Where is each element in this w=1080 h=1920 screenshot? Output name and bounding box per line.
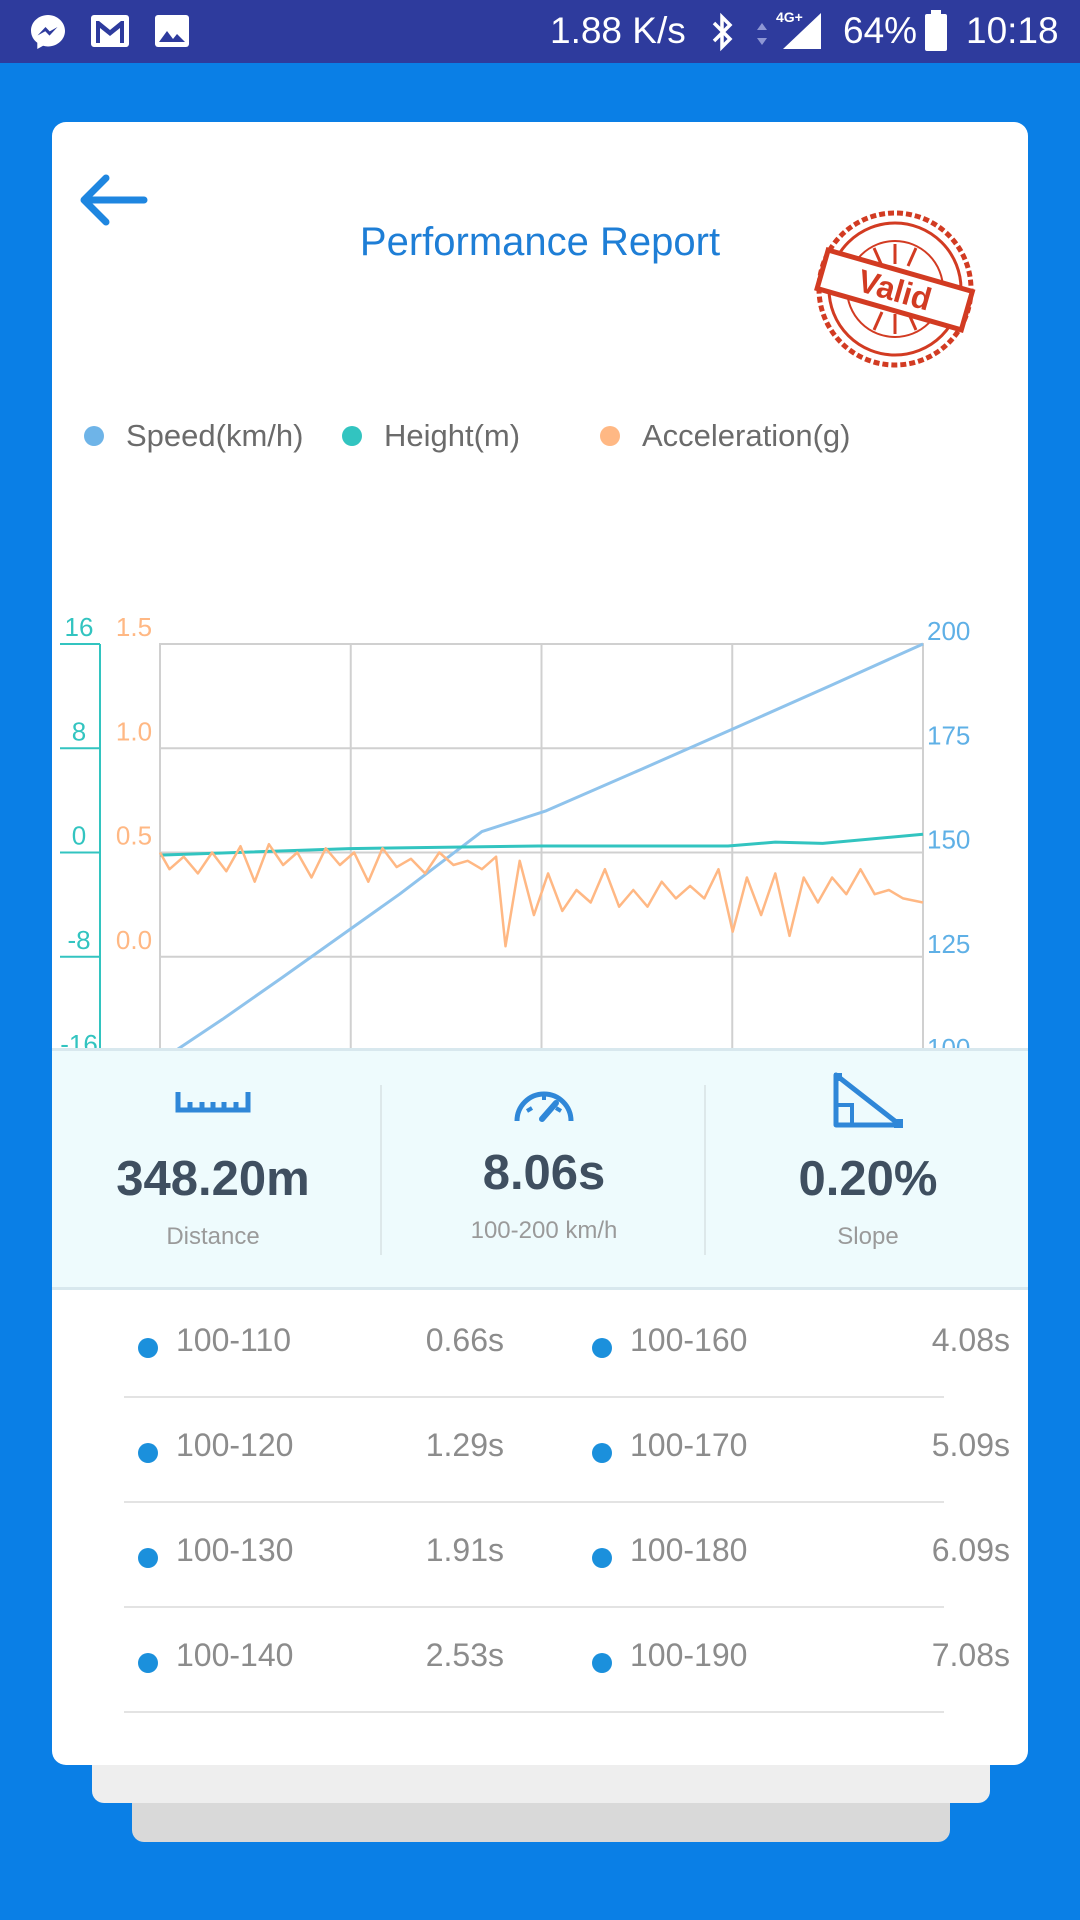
split-time: 6.09s [931,1532,1010,1568]
legend-height: Height(m) [342,418,520,454]
split-row: 100-130 1.91s 100-180 6.09s [124,1502,1010,1608]
split-range: 100-170 [630,1427,748,1463]
stat-divider [380,1085,382,1255]
height-tick-label: 0 [72,821,86,851]
stat-distance-value: 348.20m [116,1152,310,1206]
split-row: 100-140 2.53s 100-190 7.08s [124,1607,1010,1713]
split-cell: 100-130 1.91s [124,1502,544,1606]
stat-slope: 0.20% Slope [708,1051,1028,1287]
stat-distance: 348.20m Distance [52,1051,374,1287]
split-times-list: 100-110 0.66s 100-160 4.08s 100-120 1.29… [52,1292,1028,1762]
split-dot [138,1443,158,1463]
split-time: 5.09s [931,1427,1010,1463]
split-dot [592,1653,612,1673]
legend-height-label: Height(m) [384,418,521,453]
legend-speed: Speed(km/h) [84,418,303,454]
split-time: 4.08s [931,1322,1010,1358]
ruler-icon [175,1089,251,1118]
status-bar: 1.88 K/s 4G+ 64% 10:18 [0,0,1080,63]
stat-distance-label: Distance [166,1223,260,1250]
speed-tick-label: 175 [927,720,970,750]
split-row: 100-110 0.66s 100-160 4.08s [124,1292,1010,1398]
split-range: 100-130 [176,1532,294,1568]
split-range: 100-190 [630,1637,748,1673]
legend-speed-label: Speed(km/h) [126,418,304,453]
battery-percent: 64% [843,10,918,51]
stat-slope-label: Slope [837,1223,899,1250]
stat-slope-value: 0.20% [798,1152,938,1206]
split-time: 2.53s [425,1637,504,1673]
chart-legend: Speed(km/h) Height(m) Acceleration(g) [52,418,1028,468]
split-time: 7.08s [931,1637,1010,1673]
speed-tick-label: 125 [927,929,970,959]
report-card: Performance Report Valid Speed(km/h) [52,122,1028,1765]
split-cell: 100-180 6.09s [578,1502,1010,1606]
messenger-icon [28,12,68,57]
split-cell: 100-120 1.29s [124,1397,544,1501]
split-dot [138,1338,158,1358]
split-dot [592,1548,612,1568]
signal-icon [782,12,822,55]
gallery-icon [154,14,190,53]
stat-time-label: 100-200 km/h [470,1217,618,1244]
split-cell: 100-170 5.09s [578,1397,1010,1501]
height-tick-label: 8 [72,716,86,746]
acceleration-tick-label: 0.0 [116,925,152,955]
arrow-left-icon [76,174,148,234]
slope-icon [832,1071,904,1134]
split-range: 100-110 [176,1322,292,1358]
back-button[interactable] [76,170,148,230]
speed-tick-label: 150 [927,825,970,855]
split-dot [592,1443,612,1463]
stat-time-value: 8.06s [482,1146,606,1200]
gmail-icon [90,14,130,53]
legend-height-dot [342,426,362,446]
acceleration-tick-label: 1.5 [116,612,152,642]
data-arrows-icon [756,22,768,51]
split-cell: 100-140 2.53s [124,1607,544,1711]
split-dot [138,1653,158,1673]
acceleration-series-line [158,842,924,948]
valid-stamp: Valid [814,208,976,370]
legend-acceleration-dot [600,426,620,446]
split-range: 100-120 [176,1427,294,1463]
speedometer-icon [512,1081,576,1130]
split-range: 100-160 [630,1322,748,1358]
clock: 10:18 [966,10,1059,51]
stat-time: 8.06s 100-200 km/h [386,1051,702,1287]
split-range: 100-140 [176,1637,294,1673]
split-cell: 100-110 0.66s [124,1292,544,1396]
bluetooth-icon [708,12,736,57]
acceleration-tick-label: 1.0 [116,716,152,746]
speed-series-line [159,642,924,1063]
network-type-label: 4G+ [776,9,803,25]
split-dot [138,1548,158,1568]
stat-divider [704,1085,706,1255]
split-range: 100-180 [630,1532,748,1568]
page-title: Performance Report [359,220,721,264]
split-time: 1.91s [425,1532,504,1568]
legend-acceleration: Acceleration(g) [600,418,850,454]
split-time: 1.29s [425,1427,504,1463]
acceleration-tick-label: 0.5 [116,821,152,851]
legend-acceleration-label: Acceleration(g) [642,418,851,453]
speed-tick-label: 200 [927,616,970,646]
split-dot [592,1338,612,1358]
stats-panel: 348.20m Distance 8.06s 100-200 km/h 0.20… [52,1048,1028,1290]
battery-icon [924,10,948,57]
split-time: 0.66s [425,1322,504,1358]
network-speed: 1.88 K/s [550,10,686,51]
height-tick-label: -8 [67,925,90,955]
legend-speed-dot [84,426,104,446]
split-cell: 100-160 4.08s [578,1292,1010,1396]
split-cell: 100-190 7.08s [578,1607,1010,1711]
height-tick-label: 16 [65,612,94,642]
height-series-line [159,832,924,857]
split-row: 100-120 1.29s 100-170 5.09s [124,1397,1010,1503]
